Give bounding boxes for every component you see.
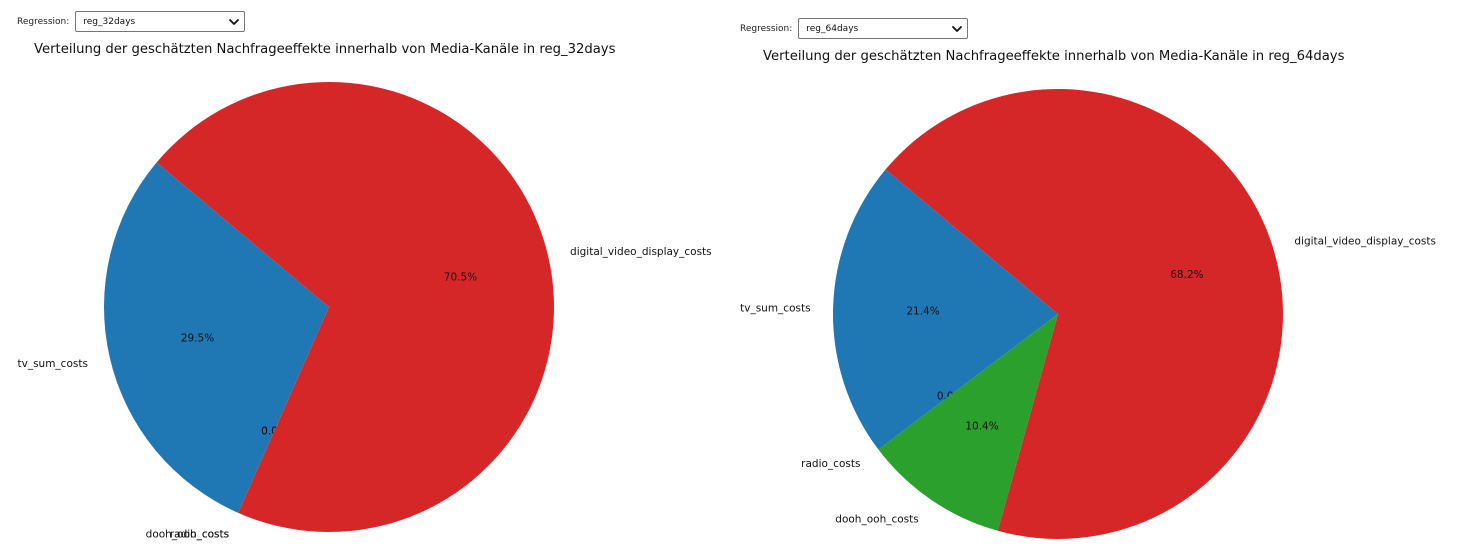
slice-percent-label: 29.5% [181, 333, 214, 345]
slice-label: digital_video_display_costs [1294, 236, 1436, 248]
slice-percent-label: 21.4% [906, 306, 939, 318]
slice-label: tv_sum_costs [740, 303, 810, 315]
slice-percent-label: 70.5% [444, 271, 477, 283]
slice-label: digital_video_display_costs [570, 246, 712, 258]
left-chart-panel: Regression: reg_32days Verteilung der ge… [17, 11, 712, 540]
regression-dropdown-value: reg_64days [806, 23, 859, 34]
slice-percent-label: 68.2% [1170, 269, 1203, 281]
regression-selector-row: Regression: reg_64days [740, 18, 969, 39]
slice-label: dooh_ooh_costs [835, 514, 918, 526]
chevron-down-icon [229, 18, 240, 25]
pie-slice-dooh-ooh-costs [878, 314, 1058, 531]
regression-dropdown[interactable]: reg_32days [75, 11, 246, 32]
chart-title: Verteilung der geschätzten Nachfrageeffe… [763, 49, 1345, 64]
regression-selector-row: Regression: reg_32days [17, 11, 246, 32]
slice-label: radio_costs [170, 528, 229, 540]
slice-label: tv_sum_costs [17, 358, 87, 370]
pie-slice-digital-video-display-costs [885, 89, 1283, 539]
regression-dropdown[interactable]: reg_64days [798, 18, 969, 39]
pie-slice-tv-sum-costs [103, 162, 329, 513]
chart-title: Verteilung der geschätzten Nachfrageeffe… [34, 42, 616, 57]
regression-label: Regression: [740, 23, 793, 34]
slice-label: radio_costs [801, 458, 860, 470]
pie-slice-digital-video-display-costs [156, 81, 554, 532]
regression-label: Regression: [17, 16, 70, 27]
pie-chart: tv_sum_costs29.5%radio_costs0.0%dooh_ooh… [17, 81, 712, 540]
pie-chart: tv_sum_costs21.4%radio_costs0.0%dooh_ooh… [740, 89, 1436, 539]
right-chart-panel: Regression: reg_64days Verteilung der ge… [731, 0, 1462, 553]
slice-percent-label: 10.4% [965, 421, 998, 433]
slice-label: dooh_ooh_costs [146, 528, 229, 540]
chevron-down-icon [952, 25, 963, 32]
pie-slice-tv-sum-costs [833, 169, 1058, 450]
regression-dropdown-value: reg_32days [83, 16, 136, 27]
